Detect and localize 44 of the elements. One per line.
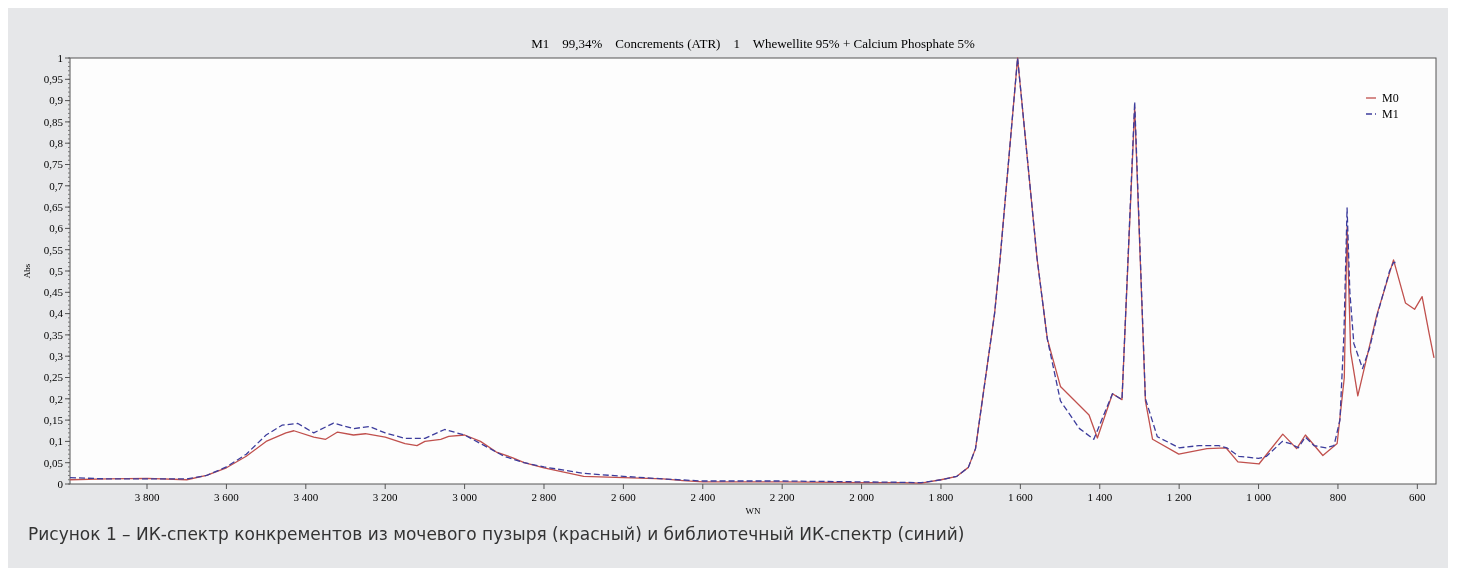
x-tick-label: 2 800 [531, 491, 557, 503]
y-tick-label: 0,85 [43, 115, 64, 128]
x-tick-label: 2 400 [690, 491, 716, 503]
y-tick-label: 0,55 [43, 243, 64, 256]
y-tick-label: 0,9 [49, 94, 64, 107]
legend-label: M0 [1382, 91, 1399, 106]
x-tick-label: 2 600 [611, 491, 637, 503]
x-tick-label: 2 200 [769, 491, 796, 503]
y-tick-label: 0,8 [49, 137, 64, 150]
x-tick-label: 2 000 [849, 491, 875, 503]
x-tick-label: 1 200 [1166, 491, 1193, 503]
y-tick-label: 0,75 [43, 158, 64, 171]
y-tick-label: 0,6 [49, 222, 64, 235]
x-tick-label: 3 600 [214, 491, 240, 503]
x-tick-label: 3 800 [134, 491, 160, 503]
y-tick-label: 0,25 [43, 371, 64, 384]
y-tick-label: 0 [57, 477, 64, 490]
y-tick-label: 0,35 [43, 328, 64, 341]
y-tick-label: 0,15 [43, 413, 64, 426]
chart-title: M1 99,34% Concrements (ATR) 1 Whewellite 95% + Calcium Phosphate 5% [531, 36, 975, 51]
x-tick-label: 3 000 [452, 491, 478, 503]
y-tick-label: 1 [57, 51, 63, 64]
x-tick-label: 3 400 [293, 491, 319, 503]
y-tick-label: 0,2 [49, 392, 63, 405]
y-axis-title: Abs [22, 263, 32, 279]
y-tick-label: 0,1 [49, 435, 63, 448]
x-tick-label: 1 800 [928, 491, 954, 503]
x-tick-label: 1 000 [1246, 491, 1272, 503]
y-tick-label: 0,95 [43, 73, 64, 86]
x-tick-label: 600 [1409, 491, 1427, 503]
y-tick-label: 0,7 [49, 179, 64, 192]
y-tick-label: 0,4 [49, 307, 64, 320]
y-tick-label: 0,65 [43, 200, 64, 213]
y-tick-label: 0,3 [49, 350, 64, 363]
x-tick-label: 800 [1329, 491, 1347, 503]
y-tick-label: 0,05 [43, 456, 64, 469]
y-tick-label: 0,5 [49, 264, 64, 277]
x-tick-label: 1 400 [1087, 491, 1113, 503]
x-axis-title: WN [745, 506, 761, 516]
x-tick-label: 3 200 [372, 491, 399, 503]
x-tick-label: 1 600 [1007, 491, 1034, 503]
y-tick-label: 0,45 [43, 286, 64, 299]
text: Рисунок 1 – ИК-спектр конкрементов из мочевого пузыря (красный) и библиотечный ИК-спектр (синий) [28, 524, 965, 544]
legend-label: M1 [1382, 107, 1399, 122]
